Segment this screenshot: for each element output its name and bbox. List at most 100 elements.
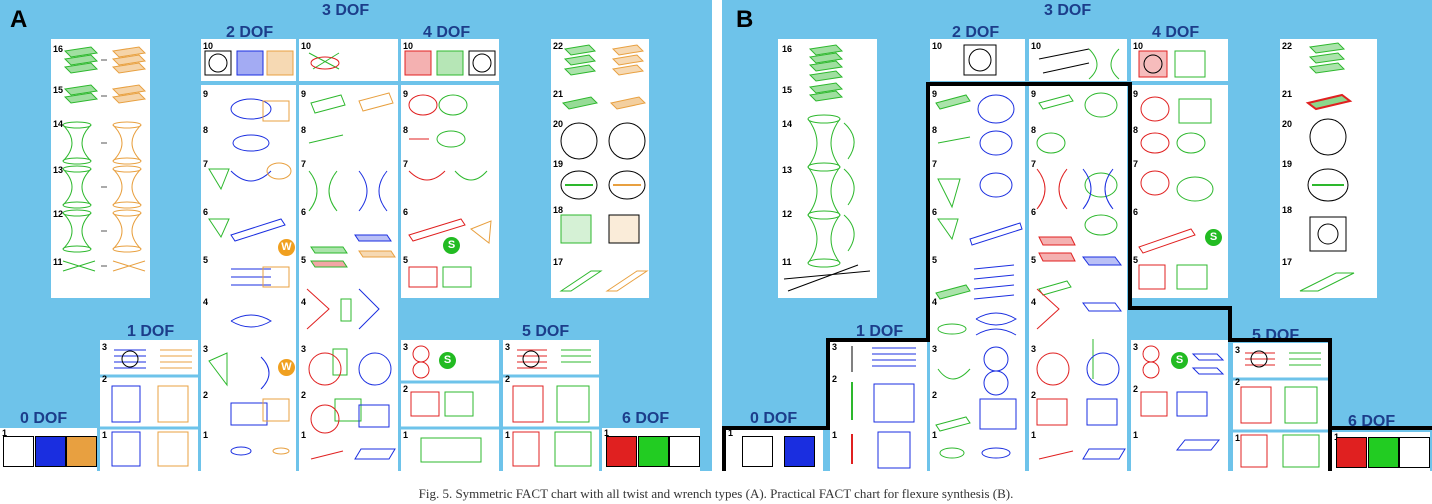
boundary-line	[1128, 306, 1232, 310]
row-number: 8	[301, 125, 307, 135]
row-number: 6	[1133, 207, 1139, 217]
row-number: 3	[102, 342, 108, 352]
col-5dof: 3 2 1	[1233, 343, 1329, 471]
swatch-orange	[66, 436, 97, 467]
row-number: 19	[553, 159, 564, 169]
swatch-white	[3, 436, 34, 467]
col-6dof: 1	[1332, 432, 1430, 471]
row-number: 7	[1133, 159, 1139, 169]
row-number: 7	[1031, 159, 1037, 169]
boundary-line	[1328, 338, 1332, 430]
row-number: 9	[1133, 89, 1139, 99]
row-number: 3	[301, 344, 307, 354]
row-number: 1	[403, 430, 409, 440]
swatch-red	[1336, 437, 1367, 468]
constraint-diagrams	[401, 345, 499, 463]
boundary-line	[1228, 306, 1232, 342]
row-number: 5	[1031, 255, 1037, 265]
swatch-green	[1368, 437, 1399, 468]
col-4dof-lower: 3 2 1 S	[401, 340, 499, 471]
row-number: 19	[1282, 159, 1293, 169]
col-3dof-left: 16 15 14 13 12 11	[51, 39, 150, 298]
col-3dof-middle: 10 9 8 7 6 5 4 3 2 1	[299, 39, 398, 471]
swatch-white	[1399, 437, 1430, 468]
boundary-line	[926, 82, 930, 342]
row-number: 5	[301, 255, 307, 265]
col-4dof-lower: 3 2 1 S	[1131, 340, 1228, 471]
row-number: 22	[1282, 41, 1293, 51]
dof-label-3: 3 DOF	[322, 2, 370, 19]
row-number: 7	[203, 159, 209, 169]
col-1dof: 3 2 1	[830, 340, 927, 471]
row-number: 12	[782, 209, 793, 219]
row-number: 7	[301, 159, 307, 169]
row-number: 9	[203, 89, 209, 99]
row-number: 22	[553, 41, 564, 51]
row-number: 6	[403, 207, 409, 217]
col-2dof: 10 9 8 7 6 5 4 3 2 1	[930, 39, 1025, 471]
panel-letter: B	[736, 6, 754, 33]
row-number: 2	[1235, 377, 1241, 387]
row-number: 3	[832, 342, 838, 352]
row-number: 1	[203, 430, 209, 440]
dof-label-6: 6 DOF	[1348, 413, 1396, 430]
col-3dof-middle: 10 9 8 7 6 5 4 3 2 1	[1029, 39, 1127, 471]
row-number: 1	[1133, 430, 1139, 440]
row-number: 3	[403, 342, 409, 352]
dof-label-4: 4 DOF	[423, 24, 471, 41]
row-number: 17	[553, 257, 564, 267]
boundary-line	[1128, 82, 1132, 310]
swatch-blue	[35, 436, 66, 467]
badge-s: S	[1205, 229, 1222, 246]
col-1dof: 3 2 1	[100, 340, 198, 471]
row-number: 1	[505, 430, 511, 440]
badge-s: S	[443, 237, 460, 254]
row-number: 11	[53, 257, 63, 267]
row-number: 21	[1282, 89, 1293, 99]
row-number: 15	[53, 85, 64, 95]
row-number: 10	[932, 41, 943, 51]
dof-label-6: 6 DOF	[622, 410, 670, 427]
row-number: 3	[1133, 342, 1139, 352]
constraint-diagrams	[559, 44, 649, 292]
row-number: 1	[604, 428, 610, 438]
constraint-diagrams	[100, 349, 198, 467]
col-5dof: 3 2 1	[503, 340, 599, 471]
row-number: 3	[932, 344, 938, 354]
constraint-diagrams	[1131, 50, 1228, 290]
row-number: 4	[932, 297, 938, 307]
row-number: 2	[203, 390, 209, 400]
constraint-diagrams	[62, 46, 147, 272]
row-number: 21	[553, 89, 564, 99]
boundary-line	[722, 426, 828, 430]
row-number: 8	[403, 125, 409, 135]
row-number: 10	[203, 41, 214, 51]
row-number: 6	[1031, 207, 1037, 217]
dof-label-2: 2 DOF	[952, 24, 1000, 41]
row-number: 1	[102, 430, 108, 440]
row-number: 5	[932, 255, 938, 265]
row-number: 2	[505, 374, 511, 384]
boundary-line	[826, 338, 930, 342]
dof-label-4: 4 DOF	[1152, 24, 1200, 41]
constraint-diagrams	[930, 44, 1025, 459]
col-6dof: 1	[602, 428, 700, 471]
row-number: 9	[403, 89, 409, 99]
panel-b: B 3 DOF 2 DOF 4 DOF 1 DOF 5 DOF 0 DOF 6 …	[722, 0, 1432, 471]
dof-label-2: 2 DOF	[226, 24, 274, 41]
row-number: 20	[553, 119, 564, 129]
constraint-diagrams	[1140, 345, 1225, 451]
row-number: 1	[1235, 433, 1241, 443]
badge-w: W	[278, 359, 295, 376]
row-number: 2	[1133, 384, 1139, 394]
col-3dof-right: 22 21 20 19 18 17	[1280, 39, 1377, 298]
badge-w: W	[278, 239, 295, 256]
boundary-line	[1328, 428, 1332, 471]
row-number: 13	[53, 165, 64, 175]
row-number: 8	[1031, 125, 1037, 135]
row-number: 8	[932, 125, 938, 135]
constraint-diagrams	[1299, 42, 1355, 292]
constraint-diagrams	[783, 44, 871, 292]
row-number: 3	[1031, 344, 1037, 354]
row-number: 2	[403, 384, 409, 394]
